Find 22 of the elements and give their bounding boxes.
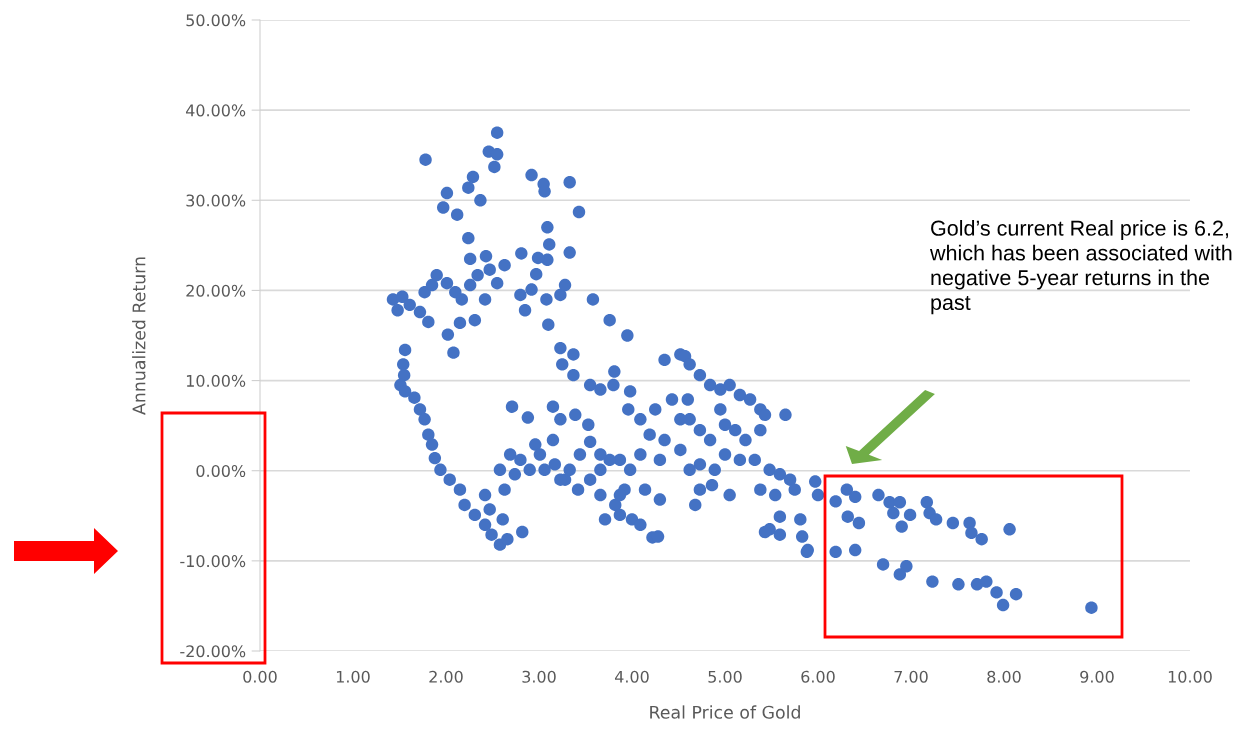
x-axis-title: Real Price of Gold	[650, 705, 800, 719]
x-tick-label: 3.00	[522, 670, 556, 683]
x-tick-label: 1.00	[336, 670, 370, 683]
x-tick-label: 5.00	[708, 670, 742, 683]
y-tick-label: -10.00%	[180, 555, 246, 568]
x-tick-label: 2.00	[429, 670, 463, 683]
x-tick-label: 4.00	[615, 670, 649, 683]
y-axis-title: Annualized Return	[132, 257, 146, 415]
y-tick-label: 40.00%	[185, 104, 246, 117]
y-tick-label: -20.00%	[180, 645, 246, 658]
x-tick-label: 8.00	[987, 670, 1021, 683]
x-tick-label: 0.00	[243, 670, 277, 683]
annotation: Gold’s current Real price is 6.2, which has been associated with negative 5-year returns in the past	[929, 220, 1232, 315]
x-tick-label: 7.00	[894, 670, 928, 683]
y-tick-label: 20.00%	[186, 284, 246, 297]
y-tick-label: 30.00%	[186, 194, 246, 207]
y-tick-label: 10.00%	[186, 374, 246, 387]
x-tick-label: 9.00	[1080, 670, 1114, 683]
y-tick-label: 50.00%	[186, 14, 246, 27]
y-tick-label: 0.00%	[196, 464, 246, 478]
x-tick-label: 10.00	[1168, 670, 1212, 683]
x-tick-label: 6.00	[801, 670, 835, 683]
